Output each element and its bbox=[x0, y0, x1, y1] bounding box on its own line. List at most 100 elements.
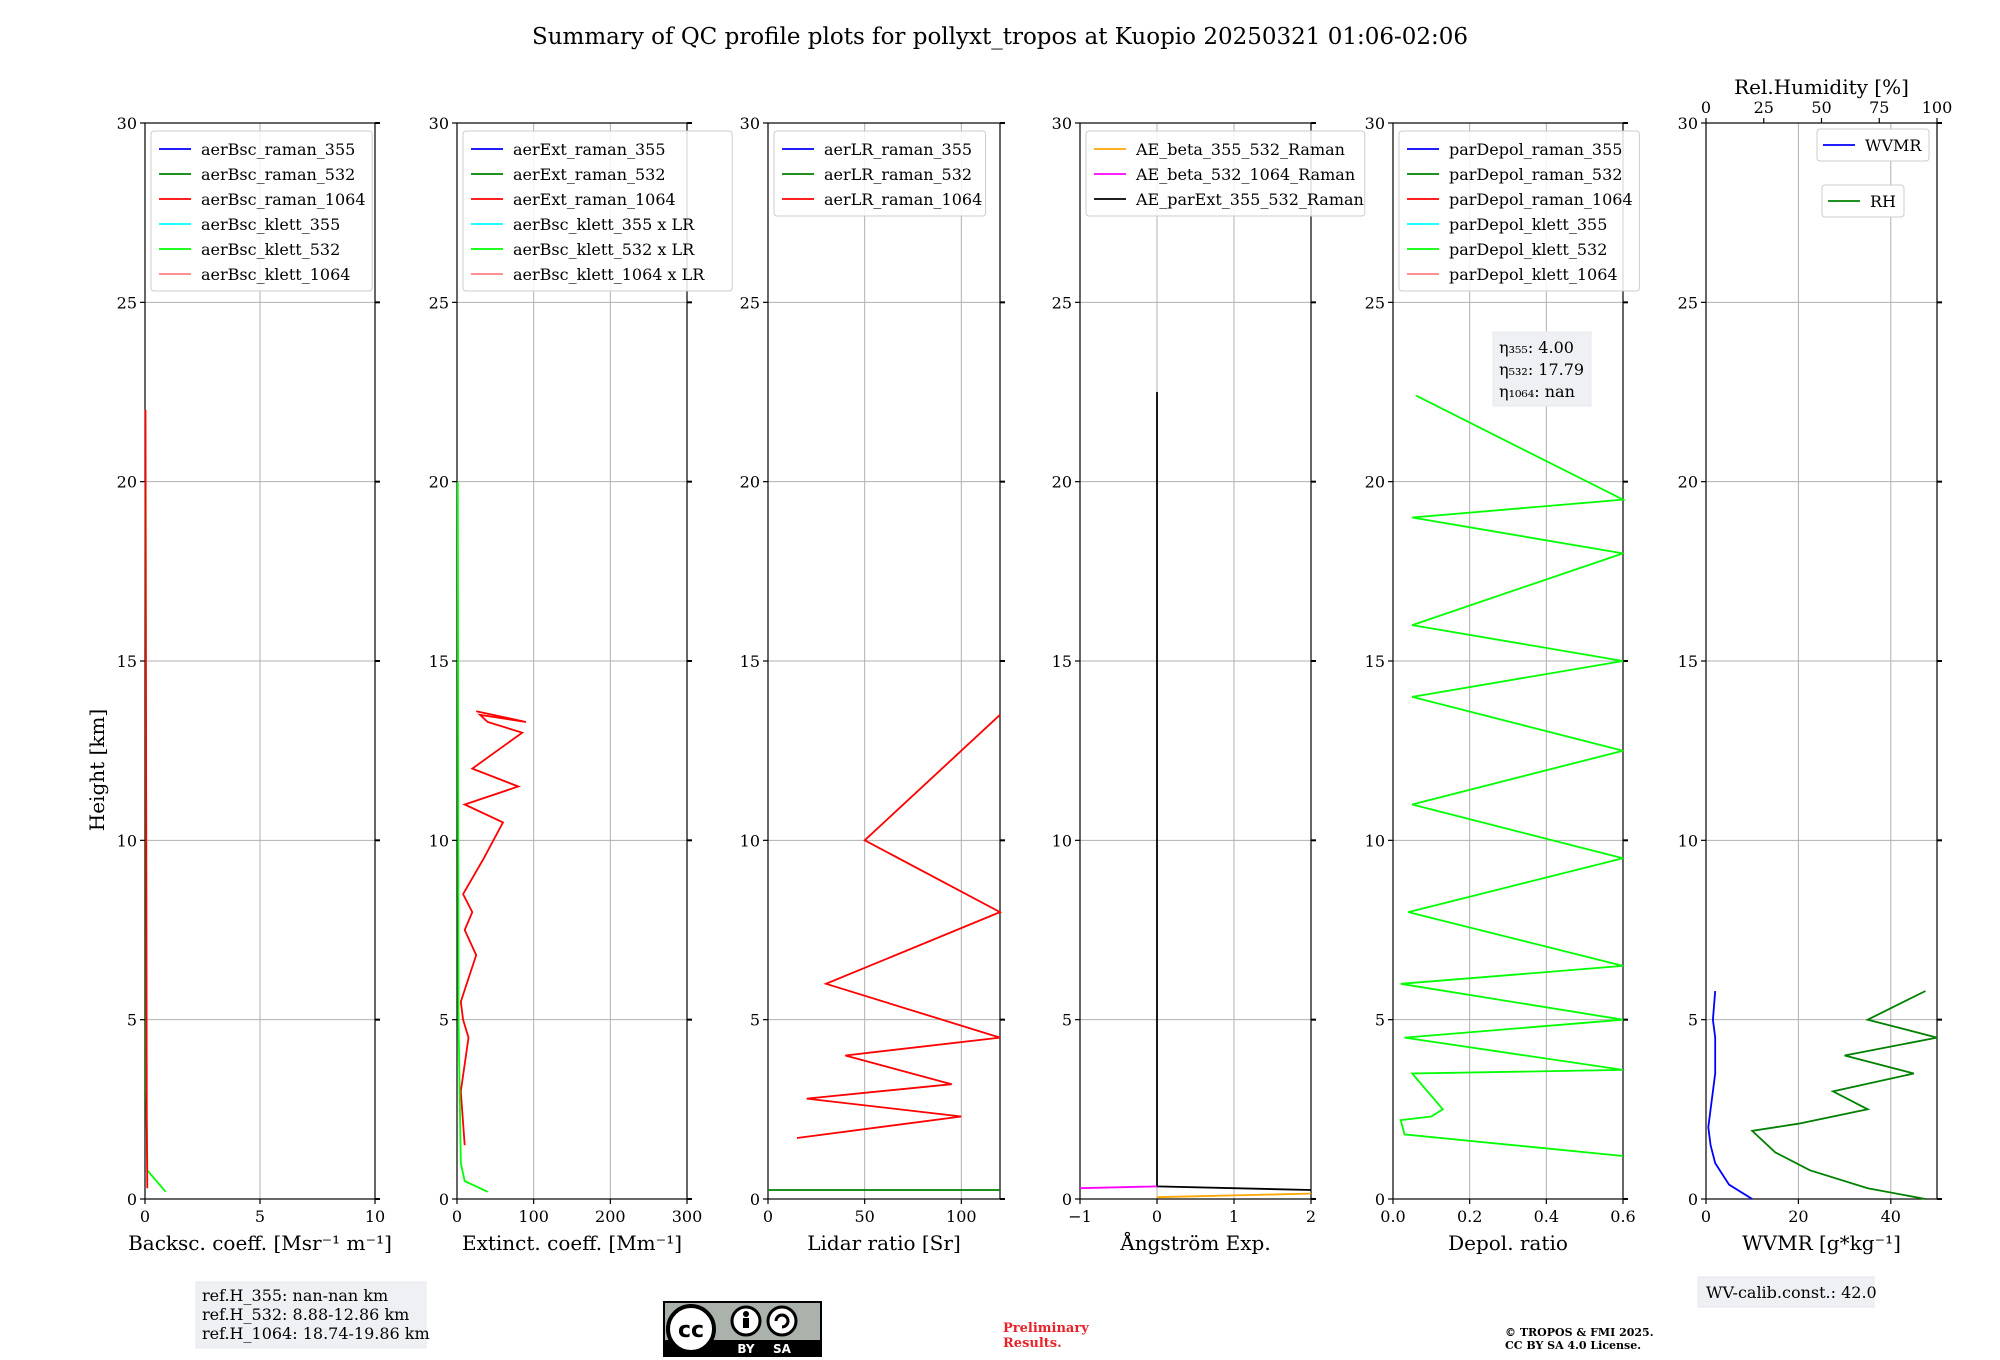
x-tick-label: 10 bbox=[365, 1207, 385, 1226]
y-tick-label: 20 bbox=[117, 473, 137, 492]
series-line-WVMR bbox=[1707, 990, 1753, 1200]
legend-label: AE_parExt_355_532_Raman bbox=[1135, 190, 1364, 209]
legend-label: aerBsc_klett_355 x LR bbox=[513, 215, 695, 234]
x-axis-label: Depol. ratio bbox=[1448, 1231, 1568, 1255]
share-alike-icon bbox=[766, 1305, 798, 1337]
legend-label: parDepol_raman_1064 bbox=[1449, 190, 1633, 209]
panel-backscatter: 0 5 10 15 20 25 30 0 5 10 Backsc. coeff. [Msr⁻¹ m⁻… bbox=[117, 114, 392, 1255]
y-tick-label: 15 bbox=[740, 652, 760, 671]
series-line-RH bbox=[1750, 990, 1938, 1200]
calib-box bbox=[1697, 1276, 1875, 1308]
x-tick-label: 20 bbox=[1788, 1207, 1808, 1226]
legend-label: parDepol_raman_355 bbox=[1449, 140, 1622, 159]
x-tick-label: 5 bbox=[255, 1207, 265, 1226]
y-tick-label: 5 bbox=[439, 1011, 449, 1030]
y-tick-label: 30 bbox=[117, 114, 137, 133]
x-tick-label: 0 bbox=[140, 1207, 150, 1226]
legend-label: parDepol_klett_532 bbox=[1449, 240, 1607, 259]
legend-label: aerExt_raman_532 bbox=[513, 165, 666, 184]
legend-label: aerExt_raman_1064 bbox=[513, 190, 676, 209]
y-axis-label: Height [km] bbox=[85, 709, 109, 831]
eta-box bbox=[1492, 331, 1592, 407]
top-x-axis-label: Rel.Humidity [%] bbox=[1734, 75, 1909, 99]
top-x-tick-label: 75 bbox=[1869, 98, 1889, 117]
x-axis-label: WVMR [g*kg⁻¹] bbox=[1742, 1231, 1901, 1255]
calib-note: WV-calib.const.: 42.0 bbox=[1706, 1283, 1877, 1302]
y-tick-label: 20 bbox=[1052, 473, 1072, 492]
panel-lidarratio: 0 5 10 15 20 25 30 0 50 100 Lidar ratio [Sr] aerLR_… bbox=[740, 114, 1005, 1255]
x-tick-label: 0.6 bbox=[1610, 1207, 1635, 1226]
y-tick-label: 10 bbox=[117, 831, 137, 850]
series-line-aerBsc_klett_532 bbox=[144, 481, 167, 1193]
legend-label: aerLR_raman_355 bbox=[824, 140, 972, 159]
copyright-line-1: © TROPOS & FMI 2025. bbox=[1505, 1326, 1654, 1339]
badge-by-label: BY bbox=[737, 1342, 754, 1356]
y-tick-label: 20 bbox=[1365, 473, 1385, 492]
copyright-line-2: CC BY SA 4.0 License. bbox=[1505, 1339, 1641, 1352]
y-tick-label: 20 bbox=[1678, 473, 1698, 492]
y-tick-label: 0 bbox=[439, 1190, 449, 1209]
y-tick-label: 0 bbox=[1062, 1190, 1072, 1209]
top-x-tick-label: 0 bbox=[1701, 98, 1711, 117]
legend-label: aerExt_raman_355 bbox=[513, 140, 666, 159]
x-tick-label: 0 bbox=[1152, 1207, 1162, 1226]
y-tick-label: 0 bbox=[750, 1190, 760, 1209]
ref-heights-box: ref.H_355: nan-nan km ref.H_532: 8.88-12… bbox=[195, 1281, 430, 1349]
ref-height-355: ref.H_355: nan-nan km bbox=[202, 1286, 388, 1305]
y-tick-label: 30 bbox=[1678, 114, 1698, 133]
legend-box bbox=[462, 130, 733, 292]
y-tick-label: 5 bbox=[1688, 1011, 1698, 1030]
x-axis-label: Ångström Exp. bbox=[1119, 1230, 1270, 1255]
eta-value: η₅₃₂: 17.79 bbox=[1499, 360, 1584, 379]
x-axis-label: Lidar ratio [Sr] bbox=[807, 1231, 961, 1255]
legend-label: aerLR_raman_1064 bbox=[824, 190, 982, 209]
y-tick-label: 15 bbox=[1052, 652, 1072, 671]
x-axis-label: Extinct. coeff. [Mm⁻¹] bbox=[462, 1231, 682, 1255]
legend-label: aerBsc_raman_355 bbox=[201, 140, 355, 159]
legend-label: WVMR bbox=[1865, 136, 1922, 155]
top-x-tick-label: 50 bbox=[1811, 98, 1831, 117]
legend-box-rh bbox=[1821, 184, 1905, 218]
legend-label: aerBsc_raman_1064 bbox=[201, 190, 366, 209]
top-x-tick-label: 100 bbox=[1922, 98, 1953, 117]
legend-label: RH bbox=[1870, 192, 1896, 211]
y-tick-label: 5 bbox=[127, 1011, 137, 1030]
y-tick-label: 30 bbox=[740, 114, 760, 133]
x-tick-label: 0.4 bbox=[1534, 1207, 1559, 1226]
y-tick-label: 0 bbox=[1688, 1190, 1698, 1209]
y-tick-label: 0 bbox=[127, 1190, 137, 1209]
y-tick-label: 25 bbox=[429, 293, 449, 312]
legend-box bbox=[1085, 130, 1366, 217]
series-line-parDepol_klett_532 bbox=[1399, 394, 1627, 1157]
legend-label: AE_beta_355_532_Raman bbox=[1135, 140, 1345, 159]
preliminary-label-1: Preliminary bbox=[1003, 1321, 1089, 1336]
x-tick-label: 200 bbox=[595, 1207, 626, 1226]
y-tick-label: 10 bbox=[1678, 831, 1698, 850]
preliminary-label-2: Results. bbox=[1003, 1336, 1062, 1351]
legend-box-wvmr bbox=[1816, 128, 1930, 162]
legend-label: AE_beta_532_1064_Raman bbox=[1135, 165, 1355, 184]
series-line-AE_beta_355_532_Raman bbox=[1156, 1192, 1312, 1199]
eta-value: η₃₅₅: 4.00 bbox=[1499, 338, 1574, 357]
y-tick-label: 10 bbox=[429, 831, 449, 850]
x-tick-label: −1 bbox=[1068, 1207, 1092, 1226]
series-line-aerLR_raman_1064 bbox=[796, 714, 1003, 1139]
x-tick-label: 100 bbox=[946, 1207, 977, 1226]
y-tick-label: 5 bbox=[1062, 1011, 1072, 1030]
series-line-AE_beta_532_1064_Raman bbox=[1079, 1185, 1158, 1190]
y-tick-label: 10 bbox=[1052, 831, 1072, 850]
ref-height-1064: ref.H_1064: 18.74-19.86 km bbox=[202, 1324, 430, 1343]
cc-license-badge[interactable]: cc BY SA bbox=[663, 1301, 822, 1357]
legend-label: aerLR_raman_532 bbox=[824, 165, 972, 184]
y-tick-label: 20 bbox=[740, 473, 760, 492]
y-tick-label: 15 bbox=[429, 652, 449, 671]
y-tick-label: 25 bbox=[1678, 293, 1698, 312]
legend-box bbox=[150, 130, 373, 292]
cc-logo-icon bbox=[666, 1304, 716, 1354]
y-tick-label: 25 bbox=[1365, 293, 1385, 312]
